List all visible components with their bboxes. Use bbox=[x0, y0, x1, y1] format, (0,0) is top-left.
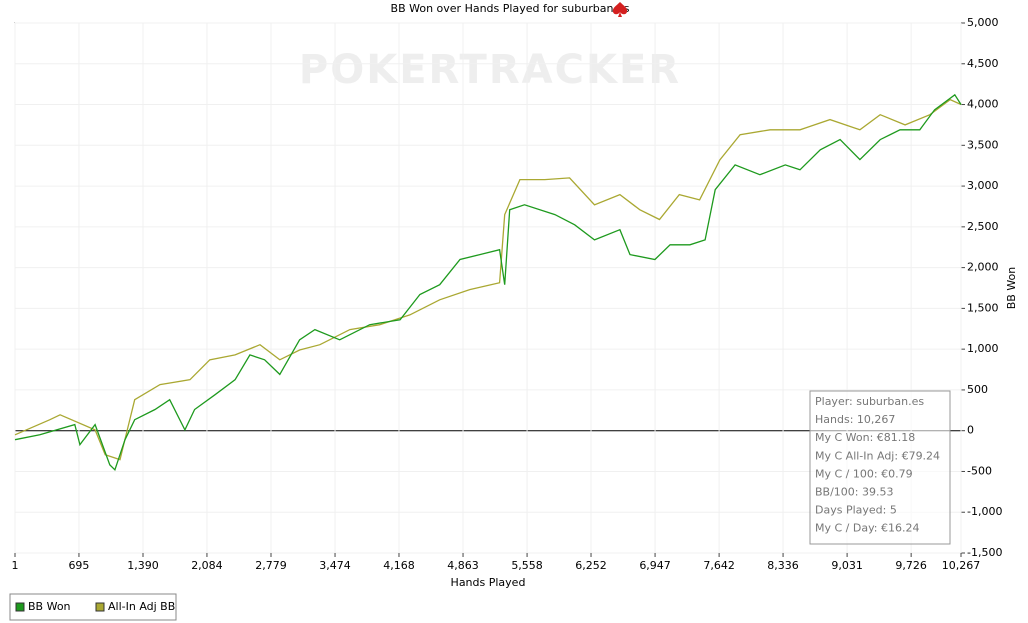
x-tick-label: 3,474 bbox=[319, 559, 351, 572]
y-tick-label: 3,500 bbox=[967, 138, 999, 151]
stats-box bbox=[809, 390, 951, 545]
x-tick-label: 6,252 bbox=[575, 559, 607, 572]
series-line bbox=[14, 98, 962, 461]
stat-line: My C All-In Adj: €79.24 bbox=[815, 449, 940, 462]
x-tick-label: 2,779 bbox=[255, 559, 287, 572]
stat-line: My C Won: €81.18 bbox=[815, 431, 915, 444]
y-tick-label: 4,000 bbox=[967, 98, 999, 111]
legend-box bbox=[9, 593, 177, 621]
watermark: POKERTRACKER bbox=[299, 47, 681, 93]
x-tick-label: 8,336 bbox=[767, 559, 799, 572]
legend-label: BB Won bbox=[28, 600, 71, 613]
y-tick-label: 2,000 bbox=[967, 261, 999, 274]
y-tick-label: -1,500 bbox=[967, 546, 1002, 559]
y-tick-label: 0 bbox=[967, 424, 974, 437]
legend-swatch bbox=[95, 602, 105, 612]
legend-swatch bbox=[15, 602, 25, 612]
stat-line: Player: suburban.es bbox=[815, 395, 924, 408]
stat-line: BB/100: 39.53 bbox=[815, 486, 894, 499]
y-tick-label: 2,500 bbox=[967, 220, 999, 233]
y-tick-label: 1,500 bbox=[967, 301, 999, 314]
stat-line: My C / 100: €0.79 bbox=[815, 467, 913, 480]
y-tick-label: 3,000 bbox=[967, 179, 999, 192]
y-tick-label: 1,000 bbox=[967, 342, 999, 355]
x-tick-label: 9,726 bbox=[895, 559, 927, 572]
y-tick-label: 5,000 bbox=[967, 16, 999, 29]
x-tick-label: 1 bbox=[12, 559, 19, 572]
x-tick-label: 9,031 bbox=[831, 559, 863, 572]
series-line bbox=[14, 93, 962, 471]
stat-line: My C / Day: €16.24 bbox=[815, 522, 920, 535]
x-axis-label: Hands Played bbox=[451, 576, 526, 589]
y-tick-label: -1,000 bbox=[967, 505, 1002, 518]
x-tick-label: 10,267 bbox=[942, 559, 981, 572]
y-tick-label: 500 bbox=[967, 383, 988, 396]
legend-label: All-In Adj BB bbox=[108, 600, 175, 613]
spade-icon bbox=[612, 2, 628, 17]
chart-title: BB Won over Hands Played for suburban.es bbox=[391, 2, 630, 15]
y-axis-label: BB Won bbox=[1005, 267, 1018, 310]
stat-line: Hands: 10,267 bbox=[815, 413, 895, 426]
x-tick-label: 6,947 bbox=[639, 559, 671, 572]
y-tick-label: -500 bbox=[967, 464, 992, 477]
x-tick-label: 2,084 bbox=[191, 559, 223, 572]
x-tick-label: 4,863 bbox=[447, 559, 479, 572]
stat-line: Days Played: 5 bbox=[815, 504, 897, 517]
y-tick-label: 4,500 bbox=[967, 57, 999, 70]
x-tick-label: 5,558 bbox=[511, 559, 543, 572]
x-tick-label: 695 bbox=[68, 559, 89, 572]
x-tick-label: 4,168 bbox=[383, 559, 415, 572]
x-tick-label: 1,390 bbox=[127, 559, 159, 572]
x-tick-label: 7,642 bbox=[703, 559, 735, 572]
